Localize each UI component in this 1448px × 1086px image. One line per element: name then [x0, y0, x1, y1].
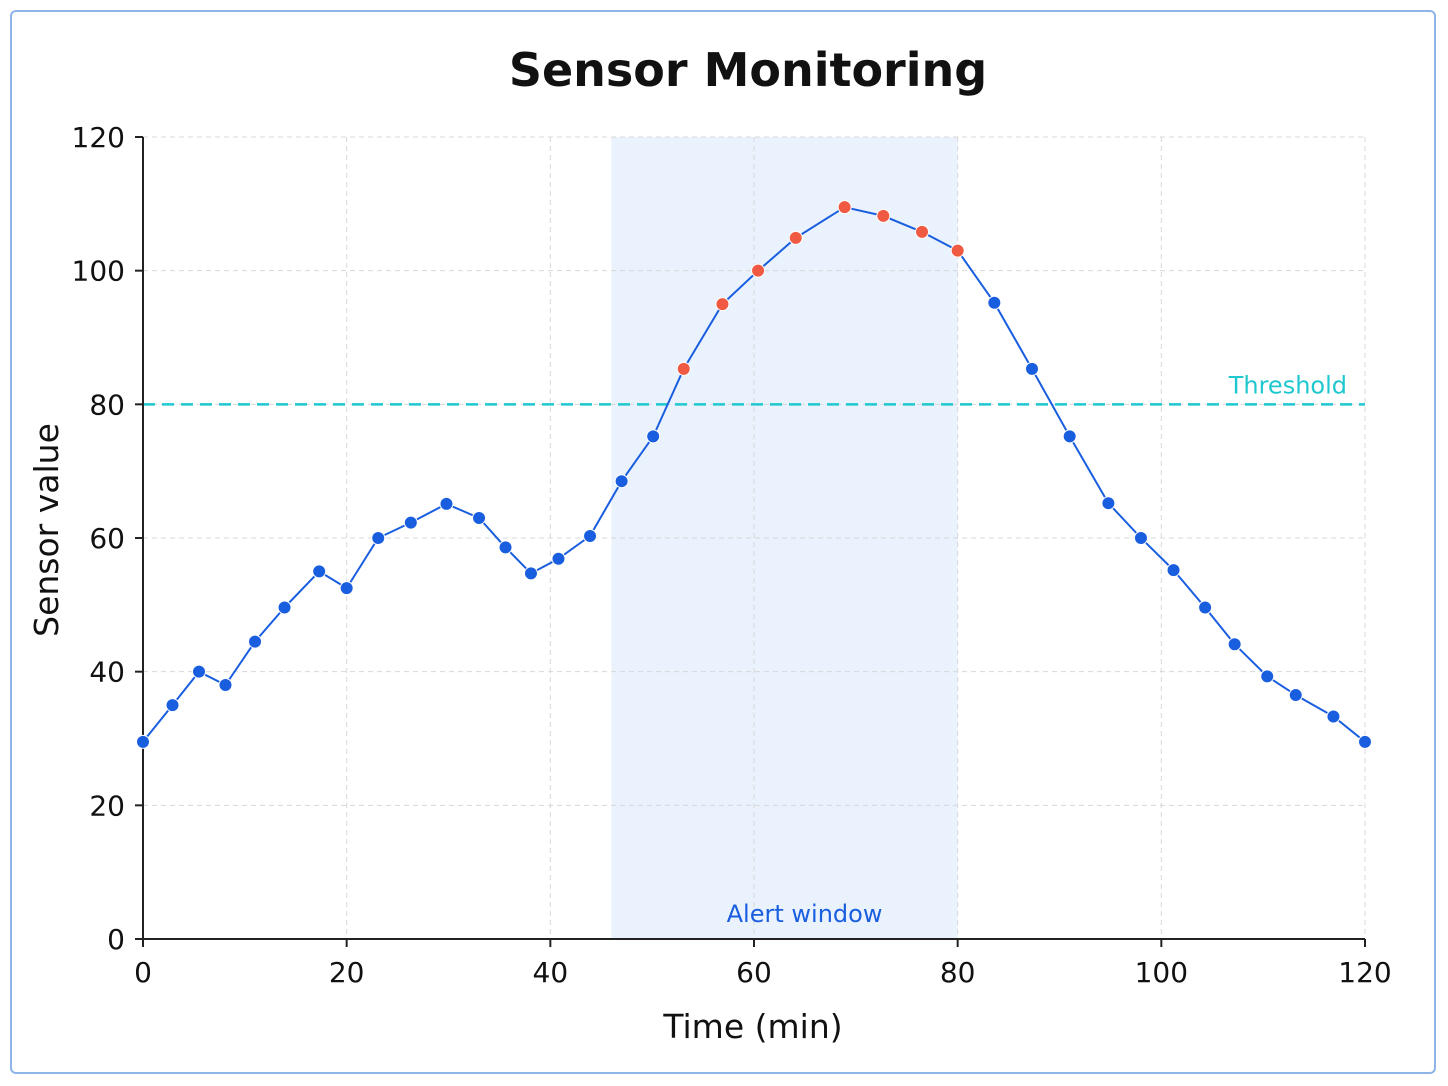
data-point: [136, 734, 150, 749]
y-axis-label: Sensor value: [27, 423, 66, 637]
data-point: [472, 510, 487, 525]
x-tick-label: 0: [134, 956, 152, 989]
data-point-alert: [876, 208, 891, 223]
data-point: [339, 581, 354, 596]
data-point: [1198, 600, 1213, 615]
data-point-alert: [751, 263, 766, 278]
data-point: [1133, 531, 1148, 545]
y-tick-label: 40: [89, 656, 125, 689]
data-point-alert: [837, 200, 852, 215]
y-tick-label: 0: [107, 923, 125, 956]
x-tick-label: 60: [736, 956, 772, 989]
data-point: [439, 496, 454, 511]
x-tick-label: 120: [1338, 956, 1391, 989]
data-point: [1166, 563, 1181, 578]
data-point: [523, 566, 538, 581]
data-point-alert: [788, 230, 803, 245]
threshold-label: Threshold: [1228, 371, 1347, 399]
y-tick-label: 20: [89, 789, 125, 822]
data-point: [614, 474, 629, 489]
data-point: [1227, 637, 1242, 652]
axes-layer: 0 20 40 60 80 100 120 0 20 40 60 80 100 120: [72, 121, 1392, 989]
y-tick-label: 80: [89, 388, 125, 421]
data-point-alert: [950, 243, 965, 258]
x-tick-label: 100: [1135, 956, 1188, 989]
data-point-alert: [715, 297, 730, 312]
labels-layer: Threshold Alert window: [727, 371, 1347, 928]
alert-window-label: Alert window: [727, 900, 883, 928]
data-point: [218, 678, 233, 693]
data-point: [1288, 688, 1303, 703]
data-point: [1101, 496, 1116, 511]
data-point: [1025, 361, 1040, 376]
x-axis-label: Time (min): [662, 1007, 842, 1046]
data-point: [165, 698, 180, 713]
data-point: [192, 664, 207, 679]
data-point: [371, 531, 386, 545]
y-tick-label: 100: [72, 255, 125, 288]
data-point: [1062, 429, 1077, 444]
chart-title: Sensor Monitoring: [509, 43, 987, 97]
x-tick-label: 40: [533, 956, 569, 989]
data-point: [277, 600, 292, 615]
series-layer: [136, 200, 1372, 749]
data-point: [1358, 734, 1372, 749]
data-point: [403, 515, 418, 530]
data-point: [312, 564, 327, 579]
y-tick-label: 120: [72, 121, 125, 154]
data-point-alert: [676, 361, 691, 376]
x-tick-label: 20: [329, 956, 365, 989]
data-point: [551, 551, 566, 566]
data-point: [646, 429, 661, 444]
data-point: [498, 540, 513, 555]
x-tick-label: 80: [940, 956, 976, 989]
data-point: [987, 295, 1002, 310]
data-point: [1260, 669, 1275, 684]
data-point: [583, 528, 598, 543]
data-point: [1326, 709, 1341, 724]
y-tick-label: 60: [89, 522, 125, 555]
data-point-alert: [915, 224, 930, 239]
data-point: [248, 634, 263, 649]
